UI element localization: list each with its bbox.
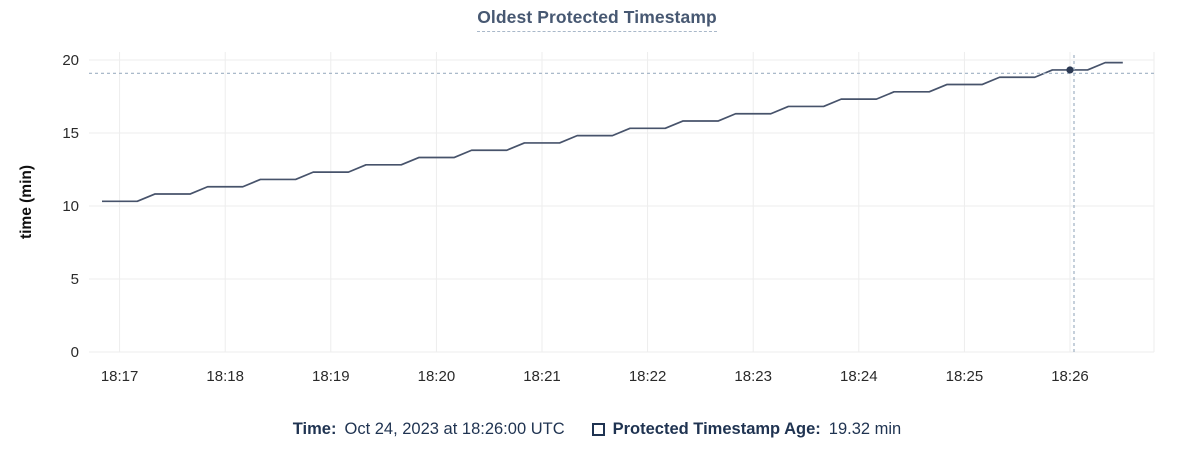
tooltip-time-value: Oct 24, 2023 at 18:26:00 UTC [344,420,565,438]
y-tick-label: 15 [62,125,79,142]
chart-tooltip-footer: Time: Oct 24, 2023 at 18:26:00 UTC Prote… [0,419,1194,440]
y-tick-label: 10 [62,198,79,215]
x-tick-label: 18:24 [840,368,878,385]
x-tick-label: 18:26 [1051,368,1089,385]
y-axis-title: time (min) [18,165,35,239]
y-tick-label: 5 [71,271,79,288]
tooltip-time: Time: Oct 24, 2023 at 18:26:00 UTC [293,419,565,440]
x-tick-label: 18:25 [946,368,984,385]
x-tick-label: 18:22 [629,368,667,385]
x-tick-label: 18:20 [418,368,456,385]
hover-point [1066,66,1074,74]
y-tick-label: 0 [71,344,79,361]
x-tick-label: 18:23 [734,368,772,385]
x-tick-label: 18:19 [312,368,350,385]
series-line [102,61,1123,203]
chart-header: Oldest Protected Timestamp [0,7,1194,32]
x-tick-label: 18:17 [101,368,139,385]
legend-series-label: Protected Timestamp Age: [612,420,821,438]
x-tick-label: 18:18 [206,368,244,385]
x-tick-label: 18:21 [523,368,561,385]
tooltip-time-label: Time: [292,420,337,438]
chart-hover-area[interactable] [89,52,1154,352]
chart-title[interactable]: Oldest Protected Timestamp [477,7,717,32]
legend-swatch-icon [591,423,605,437]
y-tick-label: 20 [62,52,79,69]
legend-series-value: 19.32 min [828,420,902,438]
legend-item-protected-timestamp-age[interactable]: Protected Timestamp Age: 19.32 min [591,419,902,440]
